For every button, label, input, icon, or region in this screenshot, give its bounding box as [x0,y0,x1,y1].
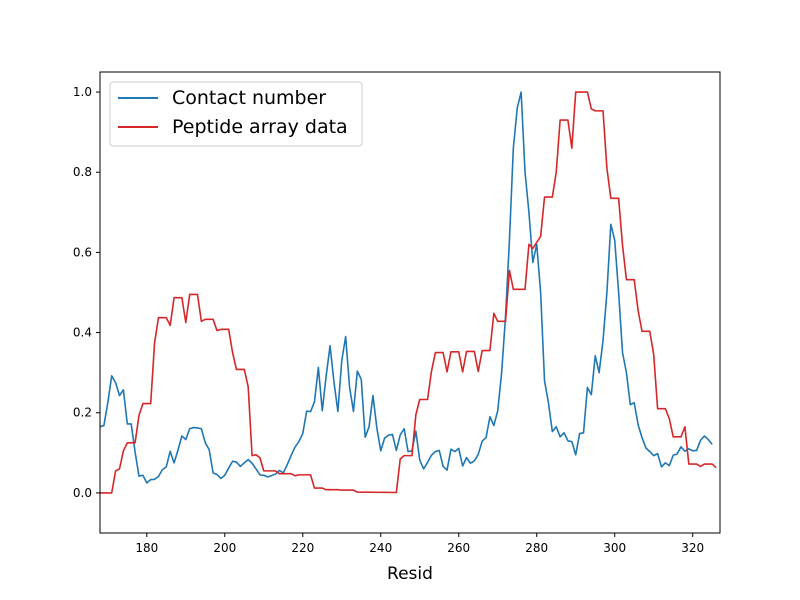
y-tick-label: 0.4 [73,326,92,340]
series-line-1 [100,91,713,484]
plot-area [99,71,721,534]
axes-frame [99,71,721,534]
y-axis-ticks: 0.0 0.2 0.4 0.6 0.8 1.0 [73,85,100,500]
y-tick-label: 0.6 [73,245,92,259]
legend-label-1: Contact number [172,87,326,109]
x-tick-label: 240 [369,541,392,555]
x-tick-label: 220 [291,541,314,555]
x-tick-label: 200 [213,541,236,555]
y-tick-label: 0.2 [73,406,92,420]
x-tick-label: 320 [681,541,704,555]
y-tick-label: 1.0 [73,85,92,99]
legend-box [109,81,363,147]
legend: Contact number Peptide array data [109,81,363,147]
x-tick-label: 280 [525,541,548,555]
x-tick-label: 180 [135,541,158,555]
x-tick-label: 300 [603,541,626,555]
legend-label-2: Peptide array data [172,116,348,138]
x-axis-label: Resid [387,564,433,584]
series-layer [100,91,717,494]
series-line-2 [100,91,717,494]
y-tick-label: 0.0 [73,486,92,500]
y-tick-label: 0.8 [73,165,92,179]
x-tick-label: 260 [447,541,470,555]
x-axis-ticks: 180 200 220 240 260 280 300 320 [135,533,704,555]
